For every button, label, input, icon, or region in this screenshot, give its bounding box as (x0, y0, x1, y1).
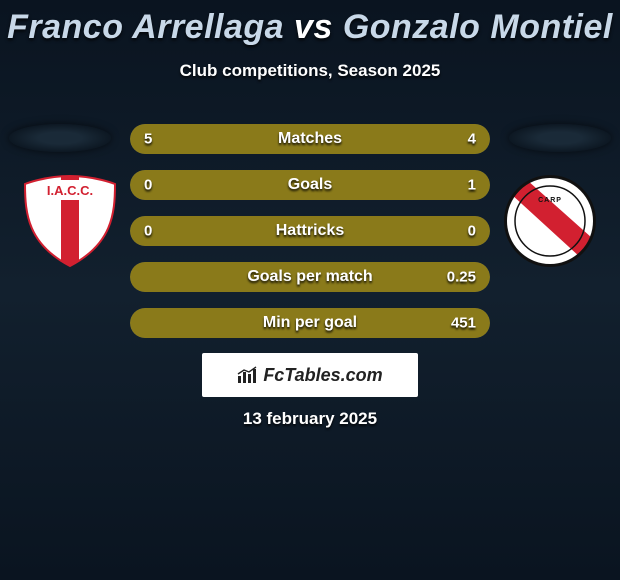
bar-label: Matches (130, 130, 490, 148)
fctables-logo: FcTables.com (202, 353, 418, 397)
bar-label: Min per goal (130, 314, 490, 332)
bar-label: Goals (130, 176, 490, 194)
crest-player1: I.A.C.C. (20, 174, 120, 268)
page-title: Franco Arrellaga vs Gonzalo Montiel (0, 0, 620, 47)
title-vs: vs (294, 8, 333, 46)
bar-chart-icon (237, 366, 259, 384)
stat-bar-row: 01Goals (130, 170, 490, 200)
subtitle: Club competitions, Season 2025 (0, 61, 620, 81)
stat-bar-row: 54Matches (130, 124, 490, 154)
bar-label: Goals per match (130, 268, 490, 286)
crest-player1-text: I.A.C.C. (47, 183, 93, 198)
player2-shadow-ellipse (509, 124, 611, 152)
fctables-logo-text: FcTables.com (263, 365, 382, 386)
player1-shadow-ellipse (9, 124, 111, 152)
stat-bar-row: 0.25Goals per match (130, 262, 490, 292)
title-player1: Franco Arrellaga (7, 8, 284, 46)
stat-bar-row: 451Min per goal (130, 308, 490, 338)
date-text: 13 february 2025 (0, 409, 620, 429)
stat-bar-row: 00Hattricks (130, 216, 490, 246)
crest-player2: CARP (500, 174, 600, 268)
stats-bars: 54Matches 01Goals 00Hattricks 0.25Goals per… (130, 124, 490, 354)
svg-text:CARP: CARP (538, 197, 562, 204)
title-player2: Gonzalo Montiel (343, 8, 613, 46)
bar-label: Hattricks (130, 222, 490, 240)
